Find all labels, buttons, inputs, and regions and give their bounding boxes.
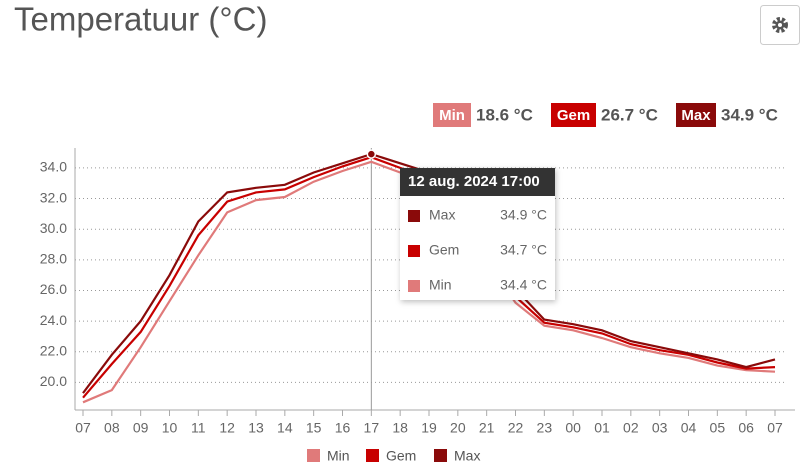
x-tick-label: 12	[219, 420, 235, 436]
x-tick-label: 02	[623, 420, 639, 436]
summary-value: 18.6 °C	[476, 105, 533, 124]
x-tick-label: 07	[75, 420, 91, 436]
summary-badge	[676, 103, 716, 127]
legend-swatch	[434, 449, 447, 462]
x-tick-label: 17	[364, 420, 380, 436]
tooltip-name: Max	[429, 207, 455, 223]
x-tick-label: 03	[652, 420, 668, 436]
x-tick-label: 08	[104, 420, 120, 436]
summary-badge	[551, 103, 596, 127]
chart-title: Temperatuur (°C)	[14, 1, 267, 38]
x-tick-label: 04	[681, 420, 697, 436]
x-tick-label: 05	[710, 420, 726, 436]
summary-value: 34.9 °C	[721, 105, 778, 124]
tooltip-title: 12 aug. 2024 17:00	[408, 173, 540, 190]
x-tick-label: 14	[277, 420, 293, 436]
legend-label: Min	[327, 448, 350, 464]
x-tick-label: 11	[191, 420, 206, 436]
tooltip-swatch	[408, 245, 420, 257]
summary-badge	[433, 103, 471, 127]
y-tick-label: 26.0	[40, 281, 67, 297]
x-tick-label: 13	[248, 420, 264, 436]
summary-label: Min	[439, 107, 465, 124]
tooltip-value: 34.9 °C	[500, 207, 547, 223]
tooltip-swatch	[408, 210, 420, 222]
settings-button[interactable]	[760, 5, 800, 45]
legend-swatch	[366, 449, 379, 462]
tooltip-header	[400, 168, 555, 196]
tooltip-name: Min	[429, 277, 452, 293]
x-tick-label: 23	[537, 420, 553, 436]
x-tick-label: 10	[162, 420, 178, 436]
summary-label: Gem	[557, 107, 590, 124]
legend-swatch	[307, 449, 320, 462]
x-tick-label: 20	[450, 420, 466, 436]
x-tick-label: 22	[508, 420, 524, 436]
x-tick-label: 18	[392, 420, 408, 436]
y-tick-label: 22.0	[40, 342, 67, 358]
x-tick-label: 16	[335, 420, 351, 436]
summary-value: 26.7 °C	[601, 105, 658, 124]
y-tick-label: 28.0	[40, 251, 67, 267]
legend-label: Max	[454, 448, 480, 464]
hover-marker	[366, 149, 377, 159]
y-tick-label: 32.0	[40, 189, 67, 205]
x-tick-label: 19	[421, 420, 437, 436]
summary-label: Max	[681, 107, 711, 124]
x-tick-label: 09	[133, 420, 149, 436]
x-tick-label: 15	[306, 420, 322, 436]
y-tick-label: 20.0	[40, 373, 67, 389]
y-tick-label: 30.0	[40, 220, 67, 236]
x-tick-label: 21	[479, 420, 495, 436]
tooltip-name: Gem	[429, 242, 459, 258]
tooltip: 12 aug. 2024 17:00 Max 34.9 °C Gem 34.7 °C Mi…	[400, 168, 555, 300]
y-tick-label: 34.0	[40, 159, 67, 175]
x-tick-label: 01	[594, 420, 610, 436]
x-tick-label: 00	[565, 420, 581, 436]
x-tick-label: 07	[767, 420, 783, 436]
tooltip-swatch	[408, 280, 420, 292]
y-tick-label: 24.0	[40, 312, 67, 328]
tooltip-value: 34.7 °C	[500, 242, 547, 258]
x-tick-label: 06	[738, 420, 754, 436]
legend-label: Gem	[386, 448, 416, 464]
tooltip-value: 34.4 °C	[500, 277, 547, 293]
